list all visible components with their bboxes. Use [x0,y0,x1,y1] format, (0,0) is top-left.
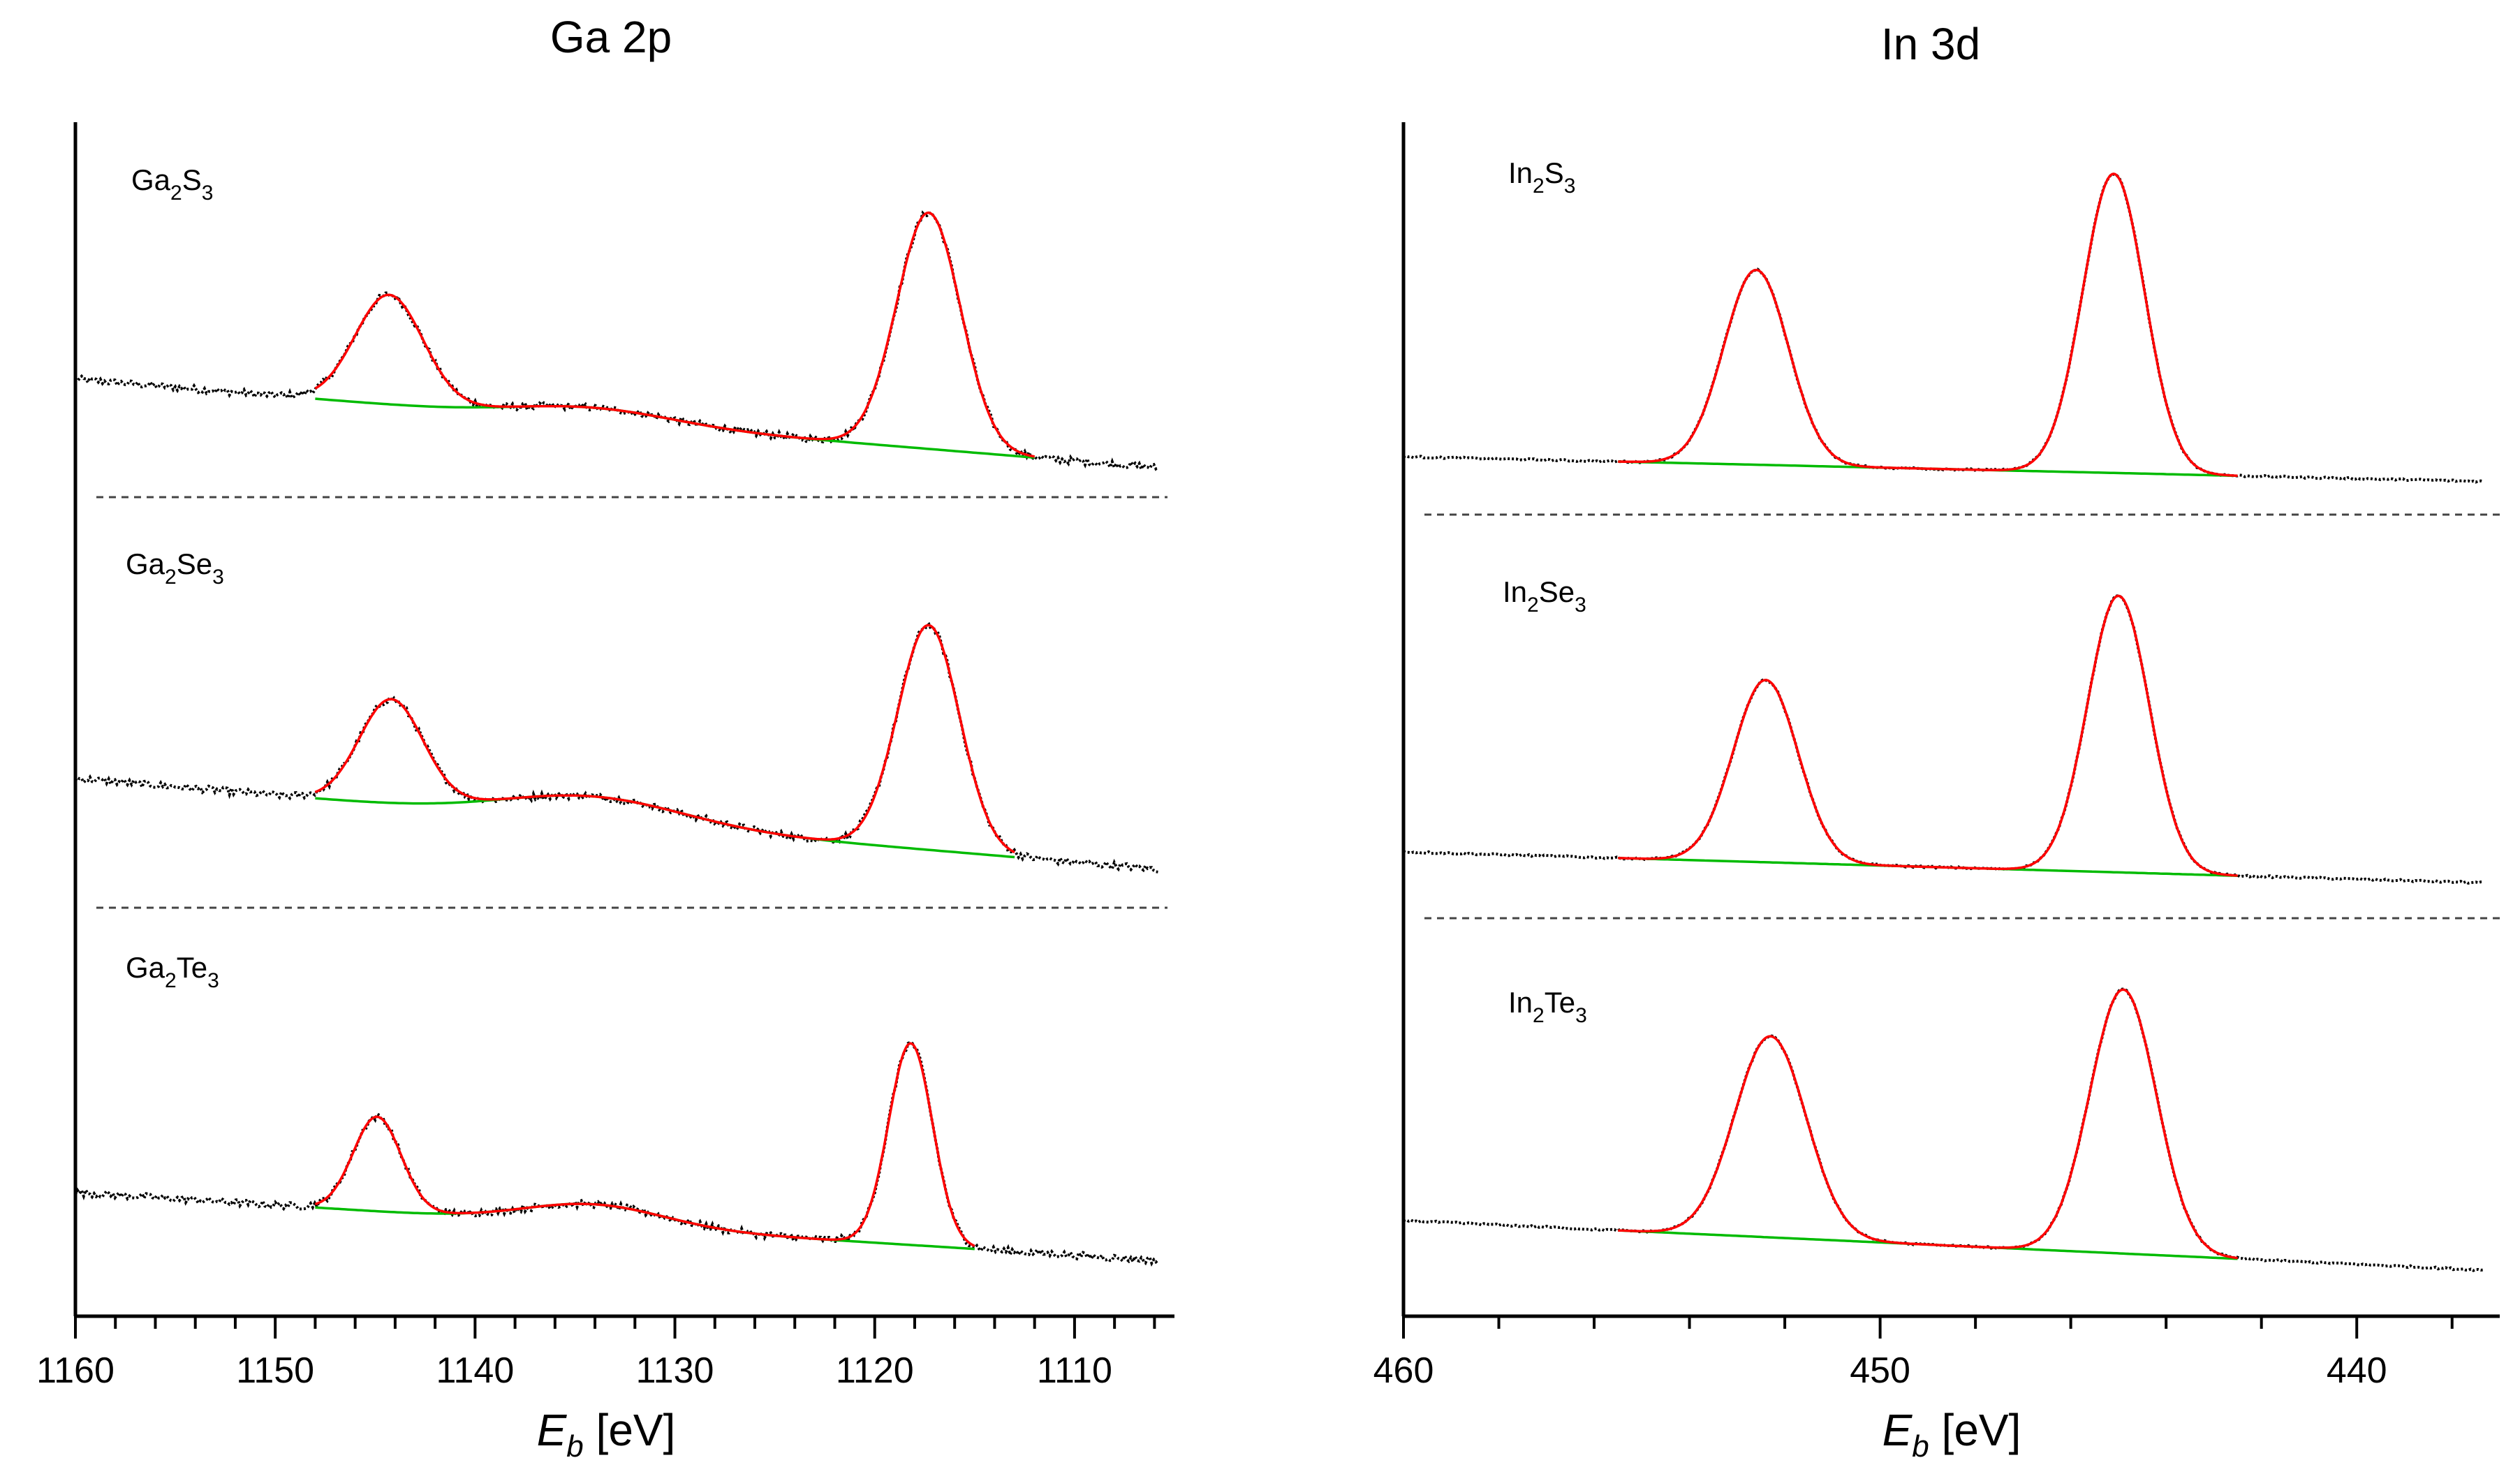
sample-label-text: Ga [131,163,171,196]
peak-fit-line [1618,172,2238,477]
sample-label-subscript: 3 [207,969,219,992]
sample-label-text: Te [177,951,207,984]
sample-label-subscript: 3 [212,566,224,589]
sample-label-subscript: 2 [165,969,177,992]
x-axis-label-symbol: E [1882,1405,1913,1455]
x-tick-label: 1150 [236,1350,314,1391]
peak-fit-line [1618,988,2238,1260]
spectrum-data-points [1403,594,2484,885]
sample-label: Ga2S3 [131,163,213,205]
spectrum-panel-2: In2Se3 [1403,575,2500,920]
sample-label-subscript: 2 [1527,594,1539,617]
spectrum-data-points [74,210,1159,473]
sample-label-subscript: 3 [1564,175,1576,198]
x-tick-label: 1140 [436,1350,514,1391]
sample-label: Ga2Se3 [126,547,224,589]
sample-label-text: Te [1545,986,1575,1019]
x-tick-label: 460 [1373,1350,1434,1391]
x-tick-label: 1110 [1037,1350,1112,1391]
sample-label-text: Ga [126,951,165,984]
spectrum-data-points [1403,987,2484,1272]
sample-label: In2Te3 [1508,986,1587,1027]
x-tick-label: 1130 [636,1350,714,1391]
sample-label-text: Se [1539,575,1575,608]
peak-fit-line [1618,594,2238,877]
sample-label-subscript: 3 [1575,594,1586,617]
sample-label-subscript: 2 [170,182,182,205]
peak-fit-line [314,624,1015,854]
sample-label-subscript: 3 [202,182,214,205]
sample-label-text: Se [177,547,212,580]
spectrum-panel-2: Ga2Se3 [74,547,1167,909]
background-fit-line [315,794,1015,859]
peak-fit-line [314,211,1036,458]
sample-label-subscript: 2 [1533,1004,1545,1027]
sample-label-subscript: 3 [1575,1004,1587,1027]
x-axis-label-subscript: b [566,1429,583,1464]
x-tick-label: 450 [1850,1350,1910,1391]
sample-label: In2Se3 [1503,575,1586,617]
x-tick-label: 1160 [36,1350,115,1391]
sample-label: Ga2Te3 [126,951,219,992]
x-tick-label: 440 [2327,1350,2387,1391]
sample-label-text: S [1545,156,1564,189]
chart-title: In 3d [1881,19,1980,69]
peak-fit-line [314,1042,975,1248]
x-axis-label: Eb [eV] [1882,1405,2021,1464]
sample-label-text: S [182,163,202,196]
spectrum-data-points [74,1040,1159,1267]
background-fit-line [315,397,1035,459]
sample-label-subscript: 2 [1533,175,1545,198]
spectrum-panel-3: In2Te3 [1403,986,2484,1272]
sample-label: In2S3 [1508,156,1575,198]
x-axis-label-subscript: b [1912,1429,1929,1464]
spectrum-panel-1: Ga2S3 [74,163,1167,499]
sample-label-text: Ga [126,547,165,580]
sample-label-text: In [1508,156,1533,189]
x-axis-label-symbol: E [537,1405,568,1455]
spectrum-data-points [1403,172,2484,484]
spectrum-panel-3: Ga2Te3 [74,951,1159,1267]
x-axis-label-unit: [eV] [584,1405,676,1455]
sample-label-text: In [1503,575,1527,608]
x-axis-label: Eb [eV] [537,1405,676,1464]
sample-label-text: In [1508,986,1533,1019]
spectrum-panel-1: In2S3 [1403,156,2500,516]
chart-title: Ga 2p [550,12,672,62]
x-tick-label: 1120 [836,1350,914,1391]
x-axis-label-unit: [eV] [1929,1405,2021,1455]
sample-label-subscript: 2 [165,566,177,589]
spectrum-data-points [74,621,1158,874]
